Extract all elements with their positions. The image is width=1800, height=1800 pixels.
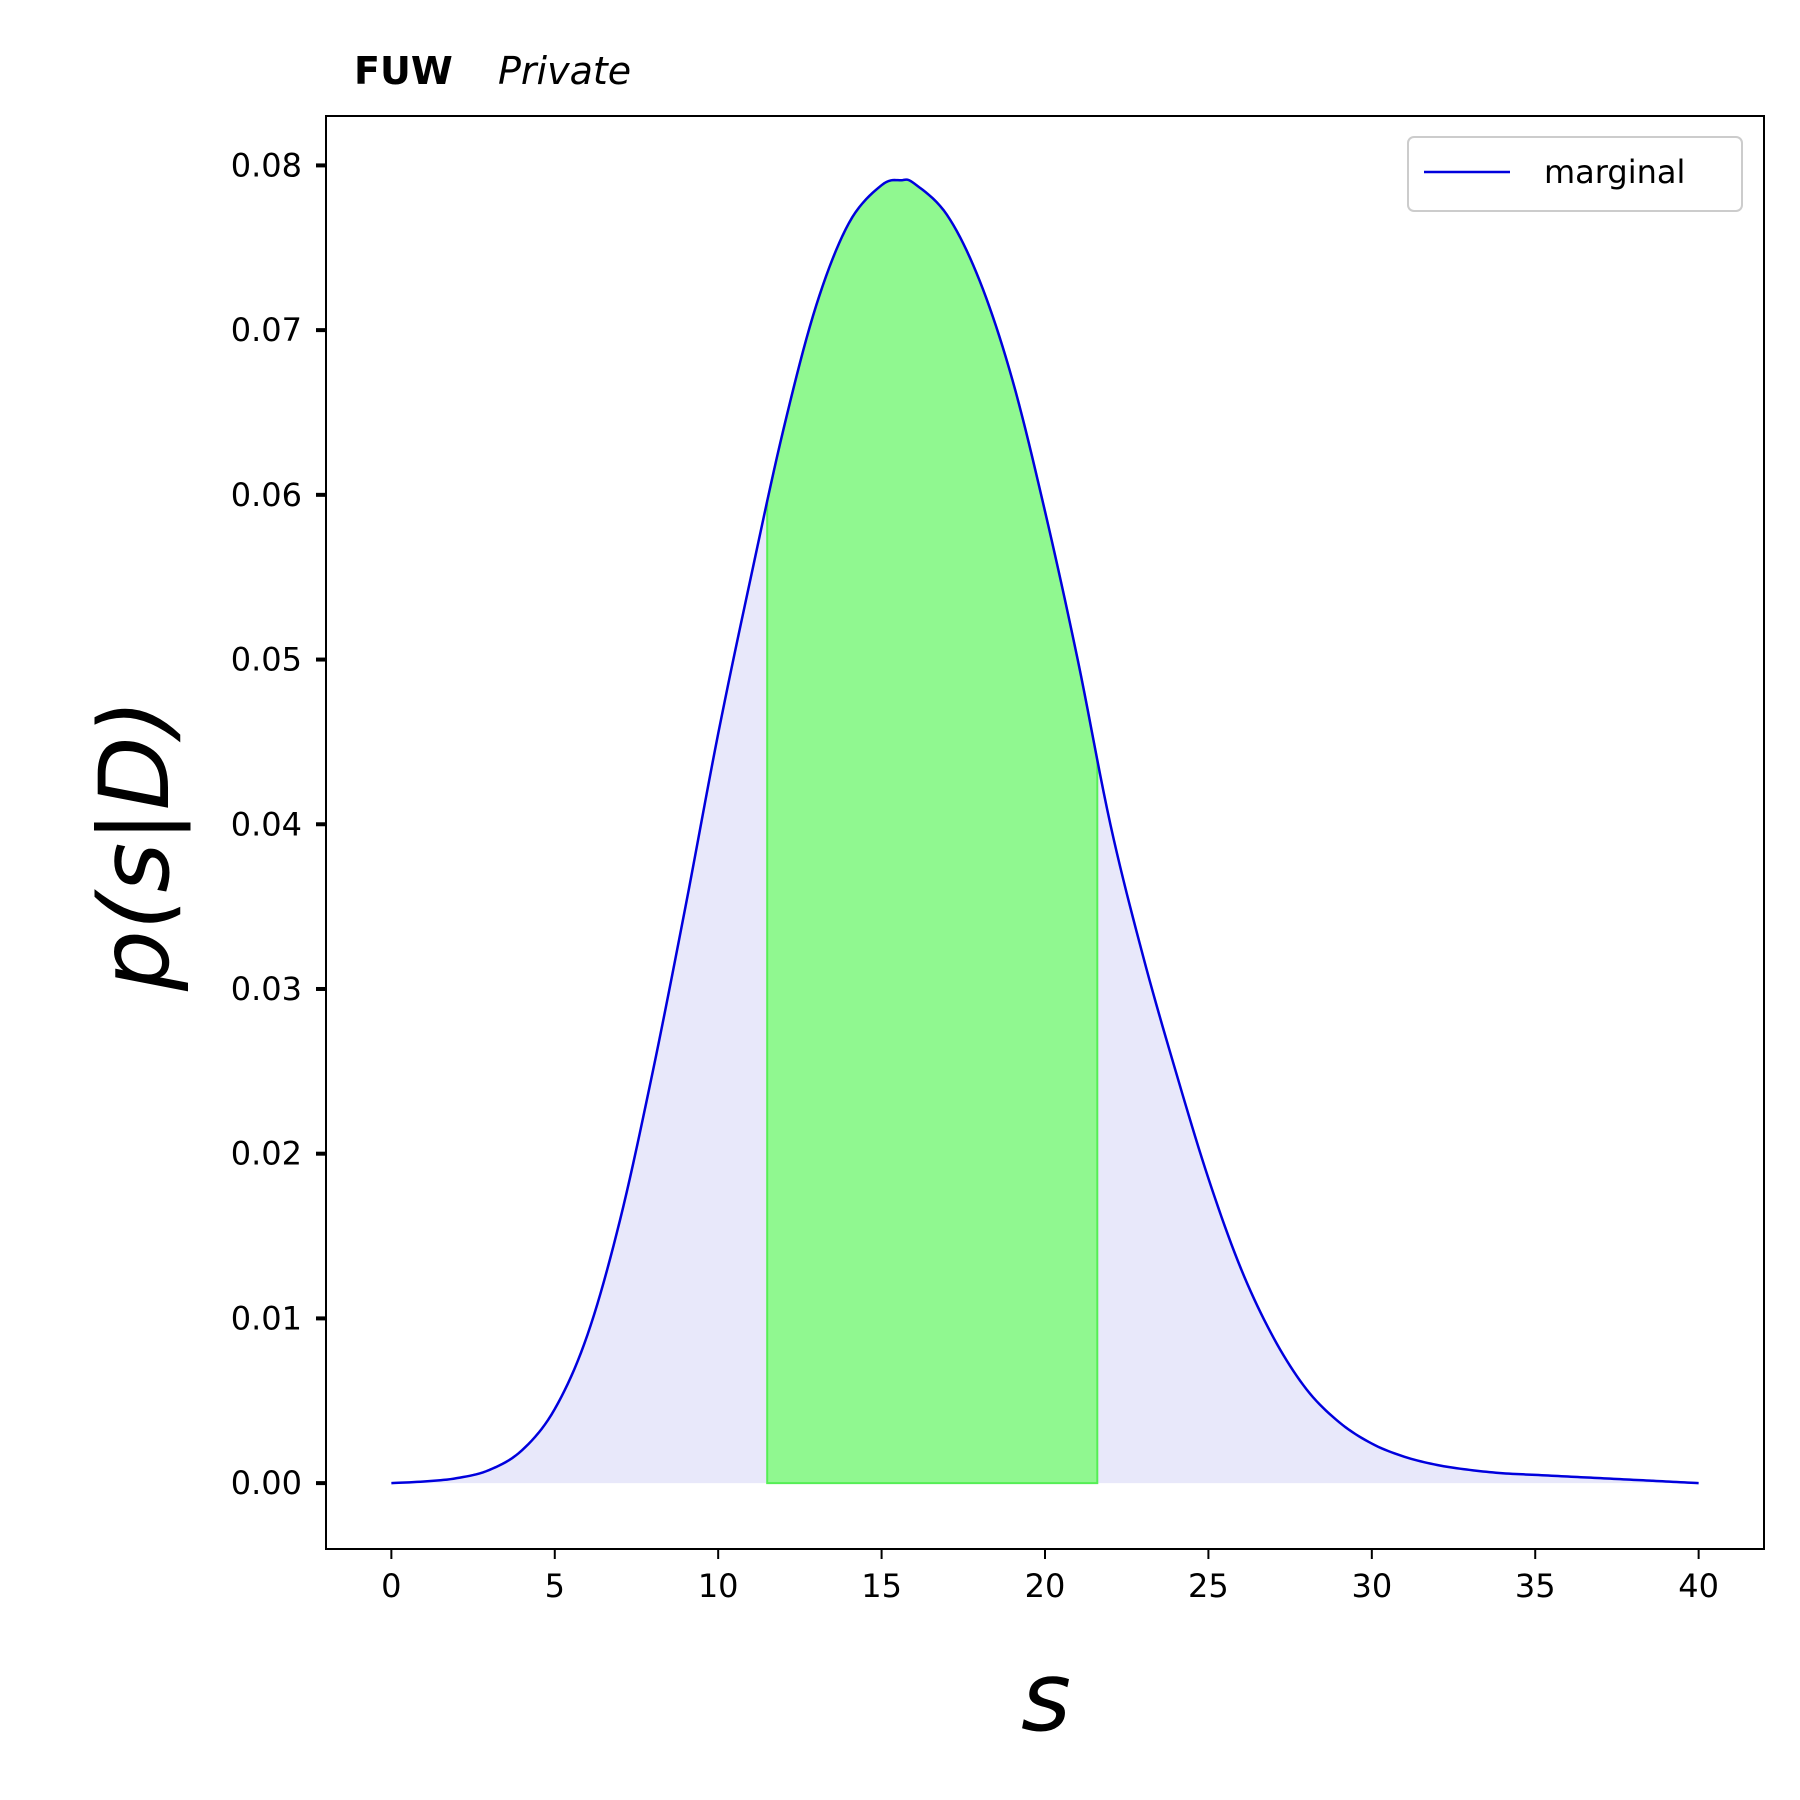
series-line-marginal bbox=[391, 178, 1699, 1485]
y-tick-label: 0.02 bbox=[231, 1135, 302, 1173]
y-tick-label: 0.07 bbox=[231, 311, 302, 349]
y-tick-label: 0.00 bbox=[231, 1464, 302, 1502]
y-tick-label: 0.04 bbox=[231, 805, 302, 843]
chart-title-italic: Private bbox=[498, 49, 631, 93]
x-tick-label: 30 bbox=[1351, 1567, 1392, 1605]
x-tick-label: 15 bbox=[861, 1567, 902, 1605]
curve-layer bbox=[391, 178, 1699, 1485]
legend: marginal bbox=[1407, 136, 1743, 212]
highlight-interval-fill bbox=[766, 178, 1099, 1485]
legend-box bbox=[1407, 136, 1743, 212]
legend-label-marginal: marginal bbox=[1544, 153, 1685, 191]
x-tick-label: 35 bbox=[1515, 1567, 1556, 1605]
y-tick-label: 0.05 bbox=[231, 641, 302, 679]
fill-layer bbox=[391, 178, 1699, 1485]
x-tick-label: 25 bbox=[1188, 1567, 1229, 1605]
x-axis-label: s bbox=[1021, 1641, 1071, 1753]
y-tick-label: 0.01 bbox=[231, 1299, 302, 1337]
x-tick-label: 0 bbox=[381, 1567, 401, 1605]
x-tick-label: 10 bbox=[698, 1567, 739, 1605]
x-tick-label: 5 bbox=[545, 1567, 565, 1605]
y-tick-label: 0.03 bbox=[231, 970, 302, 1008]
x-tick-label: 40 bbox=[1678, 1567, 1719, 1605]
y-tick-label: 0.08 bbox=[231, 146, 302, 184]
y-tick-label: 0.06 bbox=[231, 476, 302, 514]
y-axis-label: p(s|D) bbox=[79, 699, 192, 992]
x-ticks: 0 5 10 15 20 25 30 35 40 bbox=[381, 1549, 1719, 1605]
y-ticks: 0.00 0.01 0.02 0.03 0.04 0.05 0.06 0.07 0.08 bbox=[231, 146, 326, 1502]
x-tick-label: 20 bbox=[1025, 1567, 1066, 1605]
chart-title-bold: FUW bbox=[354, 49, 453, 93]
